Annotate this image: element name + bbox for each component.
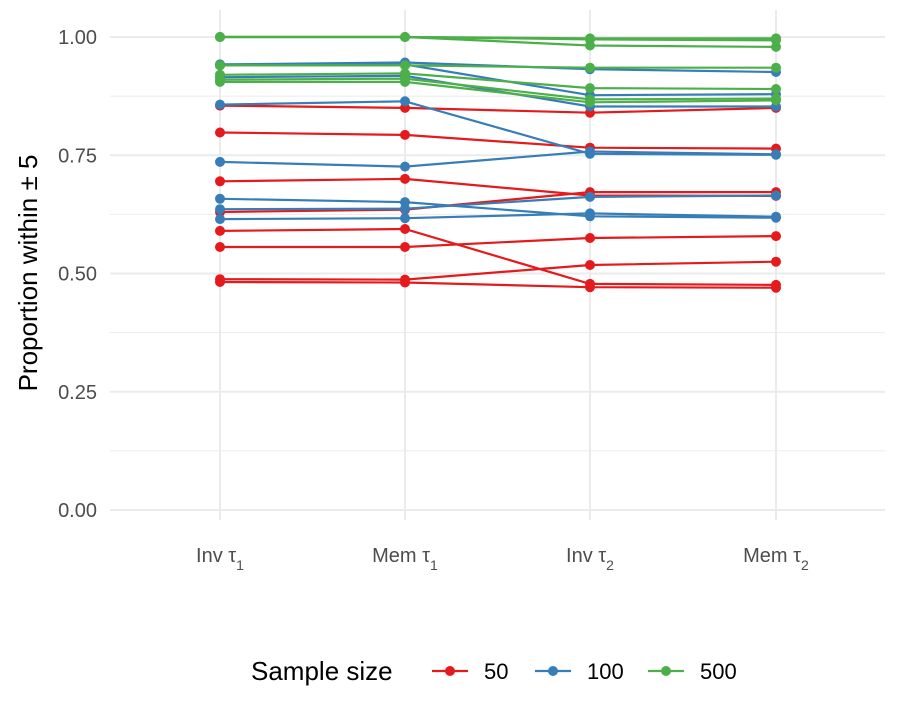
data-point-500 (585, 62, 595, 73)
legend-key-point (661, 666, 671, 676)
legend-title: Sample size (251, 656, 393, 686)
legend-label: 100 (587, 659, 624, 684)
data-point-50 (215, 225, 225, 236)
data-point-500 (400, 32, 410, 42)
data-point-100 (585, 191, 595, 202)
y-tick-label: 0.25 (58, 382, 97, 404)
data-point-500 (771, 62, 781, 73)
data-point-500 (771, 41, 781, 52)
series-lines (219, 35, 777, 289)
series-line-100 (219, 212, 777, 221)
series-line-50 (219, 227, 777, 286)
data-point-500 (585, 40, 595, 51)
data-point-50 (771, 231, 781, 242)
x-tick-label: Inv τ2 (566, 545, 614, 573)
legend-entry-500: 500 (648, 659, 737, 684)
data-point-100 (771, 211, 781, 222)
data-point-50 (215, 277, 225, 287)
data-point-500 (215, 76, 225, 87)
data-point-50 (400, 173, 410, 184)
x-tick-label: Mem τ2 (743, 545, 809, 573)
series-line-500 (220, 64, 776, 69)
series-line-500 (219, 72, 777, 91)
series-line-50 (220, 235, 777, 249)
y-tick-label: 0.50 (58, 264, 97, 286)
y-axis-title: Proportion within ± 5 (13, 155, 43, 392)
data-point-50 (771, 256, 781, 267)
data-point-50 (585, 282, 595, 293)
data-point-50 (400, 277, 410, 288)
y-tick-label: 1.00 (58, 27, 97, 49)
data-point-500 (215, 32, 225, 42)
series-line-50 (219, 260, 777, 281)
data-point-50 (400, 224, 410, 234)
data-point-100 (215, 193, 225, 204)
legend-entry-100: 100 (535, 659, 624, 684)
data-point-500 (215, 60, 225, 71)
data-point-500 (771, 95, 781, 106)
data-point-500 (400, 76, 410, 87)
x-tick-label: Mem τ1 (372, 545, 438, 573)
series-line-100 (219, 197, 777, 219)
data-point-500 (585, 83, 595, 94)
series-line-50 (219, 131, 777, 150)
data-point-50 (215, 176, 225, 187)
data-point-100 (400, 203, 410, 214)
data-point-50 (585, 233, 595, 243)
legend-key-point (548, 666, 558, 676)
series-line-100 (219, 194, 777, 211)
data-point-100 (771, 190, 781, 201)
data-point-500 (585, 97, 595, 108)
data-point-100 (400, 213, 410, 224)
data-point-100 (215, 204, 225, 215)
series-line-100 (219, 150, 777, 168)
grid (110, 10, 885, 520)
data-point-500 (400, 60, 410, 71)
series-line-500 (219, 77, 777, 101)
data-point-50 (400, 129, 410, 140)
data-point-50 (215, 242, 225, 252)
legend: Sample size 50 100 500 (251, 656, 737, 686)
data-point-50 (215, 127, 225, 138)
x-axis-ticks: Inv τ1 Mem τ1 Inv τ2 Mem τ2 (196, 545, 809, 573)
legend-key-point (445, 666, 455, 676)
legend-label: 50 (484, 659, 508, 684)
data-point-100 (771, 149, 781, 160)
y-tick-label: 0.00 (58, 500, 97, 522)
data-point-50 (585, 260, 595, 270)
series-line-100 (219, 100, 777, 156)
series-line-50 (219, 104, 777, 114)
legend-label: 500 (700, 659, 737, 684)
data-point-100 (585, 208, 595, 219)
data-point-50 (771, 282, 781, 293)
x-tick-label: Inv τ1 (196, 545, 244, 573)
data-point-100 (400, 161, 410, 172)
legend-entry-50: 50 (432, 659, 508, 684)
data-point-100 (215, 99, 225, 110)
series-line-50 (219, 191, 776, 214)
series-points (215, 32, 781, 293)
data-point-500 (771, 84, 781, 94)
data-point-50 (400, 242, 410, 252)
series-line-50 (219, 280, 777, 289)
y-axis-ticks: 0.00 0.25 0.50 0.75 1.00 (58, 27, 97, 522)
series-line-500 (220, 35, 777, 48)
data-point-100 (585, 146, 595, 157)
data-point-100 (400, 96, 410, 107)
series-line-50 (219, 177, 777, 197)
data-point-100 (215, 214, 225, 225)
series-line-500 (220, 80, 777, 104)
data-point-100 (215, 156, 225, 167)
y-tick-label: 0.75 (58, 145, 97, 167)
